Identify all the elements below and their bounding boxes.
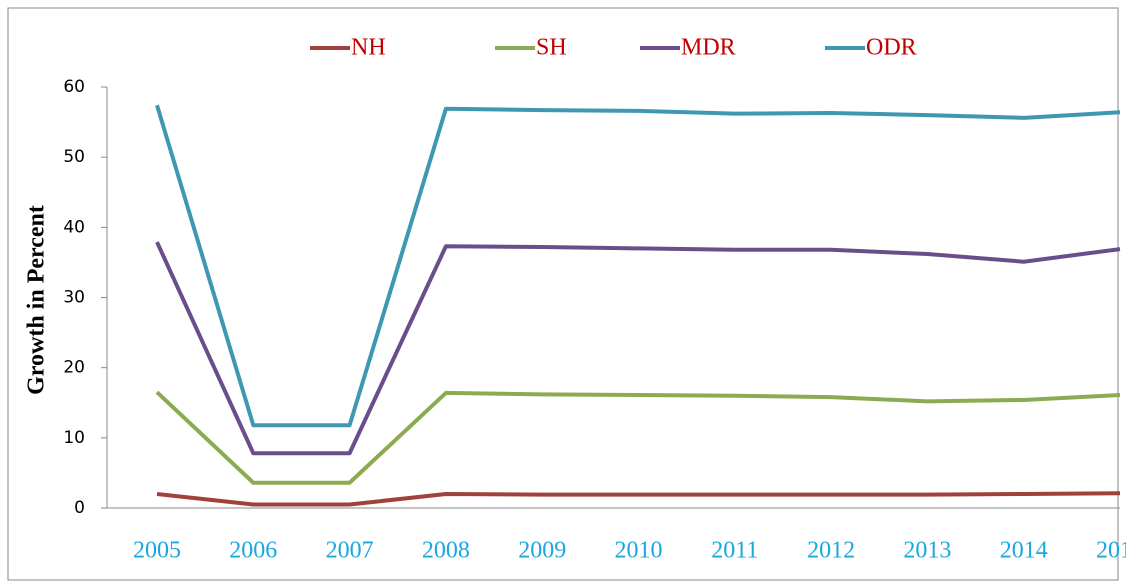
legend-label: NH — [351, 35, 386, 61]
legend-label: MDR — [681, 35, 736, 61]
y-axis-label: Growth in Percent — [24, 205, 50, 395]
x-tick-label: 2012 — [807, 538, 855, 564]
x-tick-label: 2014 — [1000, 538, 1048, 564]
x-tick-label: 2015 — [1096, 538, 1126, 564]
y-tick-label: 10 — [63, 428, 85, 448]
x-tick-label: 2009 — [518, 538, 566, 564]
chart-frame — [7, 7, 1119, 581]
series-line — [155, 390, 1121, 485]
x-tick-label: 2008 — [422, 538, 470, 564]
x-tick-label: 2013 — [903, 538, 951, 564]
x-tick-label: 2007 — [326, 538, 374, 564]
y-tick-label: 60 — [63, 77, 85, 97]
x-tick-label: 2010 — [615, 538, 663, 564]
y-tick-label: 20 — [63, 358, 85, 378]
x-tick-label: 2005 — [133, 538, 181, 564]
series-line — [155, 104, 1121, 428]
x-tick-label: 2006 — [229, 538, 277, 564]
series-line — [156, 491, 1121, 507]
series-line — [155, 241, 1121, 456]
x-tick-label: 2011 — [711, 538, 758, 564]
legend-label: ODR — [866, 35, 917, 61]
y-tick-label: 40 — [63, 217, 85, 237]
y-tick-label: 30 — [63, 288, 85, 308]
y-tick-label: 50 — [63, 147, 85, 167]
y-tick-label: 0 — [74, 498, 85, 518]
legend-label: SH — [536, 35, 567, 61]
